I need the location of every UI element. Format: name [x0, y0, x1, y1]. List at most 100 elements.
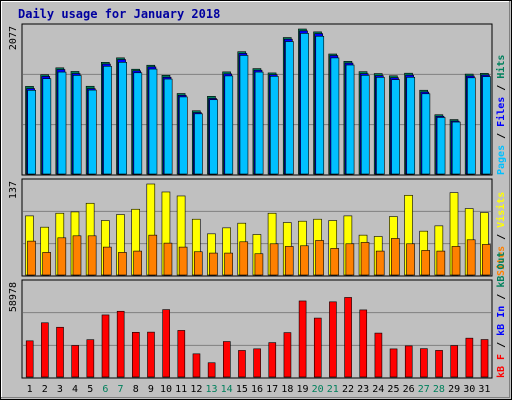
legend-sites: Sites	[495, 246, 507, 276]
traffic-pages-bar-day-30	[467, 77, 476, 175]
visits-sites-bar-day-25	[391, 238, 400, 276]
kbytes-kb-f-bar-day-24	[374, 332, 383, 378]
x-axis-day-label-5: 5	[87, 384, 93, 395]
visits-sites-bar-day-29	[451, 246, 461, 276]
traffic-pages-bar-day-17	[269, 76, 279, 175]
kbytes-kb-f-bar-day-6	[101, 314, 110, 378]
x-axis-day-label-19: 19	[296, 384, 308, 395]
traffic-pages-bar-day-25	[391, 79, 400, 175]
panel-traffic: 2077 Pages / Files / Hits	[8, 23, 507, 176]
traffic-pages-bar-day-31	[482, 76, 491, 175]
x-axis-day-label-28: 28	[433, 384, 445, 395]
kbytes-kb-f-bar-day-16	[253, 348, 261, 378]
legend-sep-1: /	[496, 127, 507, 145]
kbytes-kb-f-bar-day-17	[268, 342, 277, 378]
visits-sites-bar-day-11	[178, 246, 188, 276]
visits-sites-bar-day-24	[375, 250, 385, 276]
x-axis-day-label-16: 16	[251, 384, 263, 395]
visits-sites-bar-day-10	[163, 242, 173, 276]
kbytes-kb-f-bar-day-1	[25, 340, 34, 378]
x-axis-day-label-14: 14	[221, 384, 233, 395]
legend-sep-5: /	[496, 288, 507, 306]
x-axis-day-label-7: 7	[118, 384, 124, 395]
visits-sites-bar-day-6	[103, 246, 112, 276]
kbytes-kb-f-bar-day-10	[162, 309, 170, 378]
x-axis-day-label-27: 27	[418, 384, 430, 395]
visits-sites-bar-day-23	[360, 242, 370, 276]
x-axis-day-label-15: 15	[236, 384, 248, 395]
traffic-pages-bar-day-5	[88, 89, 97, 175]
visits-sites-bar-day-30	[466, 239, 476, 276]
visits-sites-bar-day-22	[345, 243, 355, 276]
traffic-pages-bar-day-22	[345, 64, 355, 175]
panel-kbytes: 58978 kB F / kB In / kB Out	[8, 252, 507, 379]
kbytes-kb-f-bar-day-14	[222, 341, 231, 378]
panel-kbytes-legend: kB F / kB In / kB Out	[496, 252, 507, 378]
legend-sep-3: /	[496, 228, 507, 246]
visits-sites-bar-day-27	[421, 250, 430, 276]
traffic-pages-bar-day-11	[179, 96, 188, 175]
kbytes-kb-f-bar-day-29	[450, 345, 459, 378]
traffic-pages-bar-day-23	[360, 75, 370, 175]
x-axis-day-label-10: 10	[160, 384, 172, 395]
legend-kbf: kB F	[496, 354, 507, 378]
traffic-pages-bar-day-24	[376, 77, 385, 175]
x-axis-day-label-20: 20	[312, 384, 324, 395]
x-axis-day-label-23: 23	[357, 384, 369, 395]
visits-sites-bar-day-28	[436, 250, 446, 276]
x-axis-day-label-1: 1	[27, 384, 33, 395]
traffic-pages-bar-day-13	[209, 99, 218, 175]
panel-visits-legend: Sites / Visits	[495, 192, 507, 276]
traffic-pages-bar-day-6	[103, 65, 112, 175]
visits-sites-bar-day-12	[193, 251, 203, 276]
visits-sites-bar-day-14	[224, 252, 233, 276]
panel-traffic-bars	[25, 28, 491, 175]
visits-sites-bar-day-1	[27, 240, 36, 276]
visits-sites-bar-day-26	[406, 243, 415, 276]
traffic-pages-bar-day-7	[118, 62, 127, 175]
kbytes-kb-f-bar-day-2	[41, 322, 49, 378]
kbytes-kb-f-bar-day-7	[116, 310, 125, 378]
kbytes-kb-f-bar-day-4	[71, 345, 79, 378]
x-axis-day-label-12: 12	[190, 384, 202, 395]
visits-sites-bar-day-17	[269, 243, 279, 276]
visits-sites-bar-day-8	[133, 250, 142, 276]
x-axis-day-label-22: 22	[342, 384, 354, 395]
visits-sites-bar-day-3	[57, 237, 67, 276]
traffic-pages-bar-day-16	[254, 71, 264, 175]
chart-title: Daily usage for January 2018	[18, 7, 220, 21]
traffic-pages-bar-day-9	[148, 68, 158, 175]
traffic-pages-bar-day-27	[421, 93, 431, 175]
kbytes-kb-f-bar-day-13	[207, 362, 216, 378]
traffic-pages-bar-day-2	[42, 78, 52, 175]
kbytes-kb-f-bar-day-8	[132, 331, 140, 378]
kbytes-kb-f-bar-day-27	[420, 348, 428, 378]
visits-sites-bar-day-18	[284, 246, 294, 276]
kbytes-kb-f-bar-day-5	[86, 339, 95, 378]
traffic-pages-bar-day-10	[163, 78, 173, 175]
legend-visits: Visits	[495, 192, 507, 228]
x-axis-day-label-18: 18	[281, 384, 293, 395]
visits-sites-bar-day-9	[148, 234, 158, 276]
x-axis-day-label-11: 11	[175, 384, 187, 395]
x-axis-day-label-17: 17	[266, 384, 278, 395]
panel-kbytes-gridlines	[23, 312, 491, 346]
traffic-pages-bar-day-1	[27, 89, 37, 175]
kbytes-kb-f-bar-day-25	[389, 348, 398, 378]
panel-visits-bars	[25, 183, 491, 276]
kbytes-kb-f-bar-day-21	[329, 301, 337, 378]
visits-sites-bar-day-19	[300, 245, 309, 276]
x-axis-day-label-21: 21	[327, 384, 339, 395]
panel-visits: 137 Sites / Visits	[8, 178, 507, 277]
legend-kbin: kB In	[496, 306, 507, 336]
x-axis-day-label-26: 26	[403, 384, 415, 395]
traffic-pages-bar-day-20	[315, 35, 325, 175]
visits-sites-bar-day-31	[482, 244, 491, 276]
traffic-pages-bar-day-14	[224, 75, 234, 175]
legend-files: Files	[495, 97, 507, 127]
kbytes-kb-f-bar-day-23	[359, 309, 368, 378]
traffic-pages-bar-day-4	[72, 75, 82, 175]
traffic-pages-bar-day-8	[133, 72, 143, 175]
legend-sep-2: /	[496, 79, 507, 97]
